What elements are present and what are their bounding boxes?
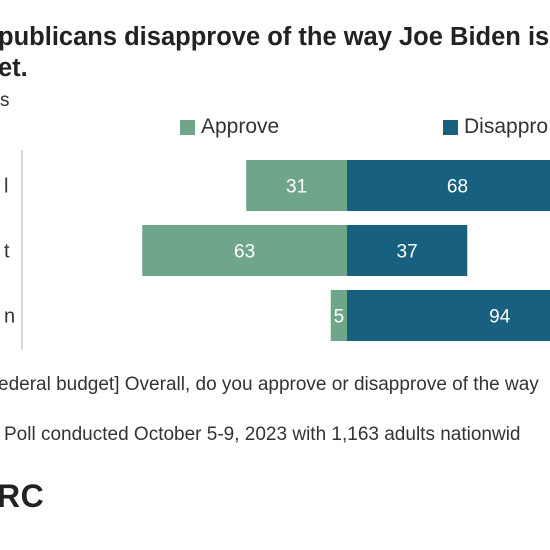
legend-approve-swatch bbox=[180, 119, 195, 135]
approve-value-label: 63 bbox=[234, 242, 255, 263]
disapprove-bar bbox=[347, 290, 550, 341]
chart-subtitle: s bbox=[0, 90, 10, 111]
bar-chart: l 31 68 t 63 37 n 5 94 bbox=[4, 150, 550, 350]
legend-approve-label: Approve bbox=[201, 115, 280, 138]
legend-disapprove-label: Disappro bbox=[464, 115, 549, 138]
disapprove-bar bbox=[347, 160, 550, 211]
question-note: ederal budget] Overall, do you approve o… bbox=[0, 374, 539, 395]
chart-title-line2: et. bbox=[0, 54, 28, 82]
approve-value-label: 31 bbox=[286, 177, 307, 198]
disapprove-value-label: 68 bbox=[447, 177, 468, 198]
disapprove-bar bbox=[347, 225, 468, 276]
category-label: t bbox=[4, 241, 10, 263]
source-note: Poll conducted October 5-9, 2023 with 1,… bbox=[4, 424, 521, 445]
brand-logo: RC bbox=[0, 478, 45, 514]
disapprove-value-label: 94 bbox=[489, 307, 511, 328]
disapprove-value-label: 37 bbox=[397, 242, 418, 263]
chart-title-line1: publicans disapprove of the way Joe Bide… bbox=[0, 23, 550, 51]
category-label: l bbox=[4, 176, 8, 198]
legend-approve: Approve bbox=[180, 114, 279, 140]
approve-bar bbox=[142, 225, 347, 276]
approve-value-label: 5 bbox=[334, 307, 345, 328]
approve-bar bbox=[246, 160, 347, 211]
legend-disapprove-swatch bbox=[443, 119, 458, 135]
approve-bar bbox=[330, 290, 347, 341]
category-label: n bbox=[4, 306, 15, 328]
chart-title: publicans disapprove of the way Joe Bide… bbox=[0, 22, 550, 84]
legend-disapprove: Disappro bbox=[443, 114, 548, 140]
